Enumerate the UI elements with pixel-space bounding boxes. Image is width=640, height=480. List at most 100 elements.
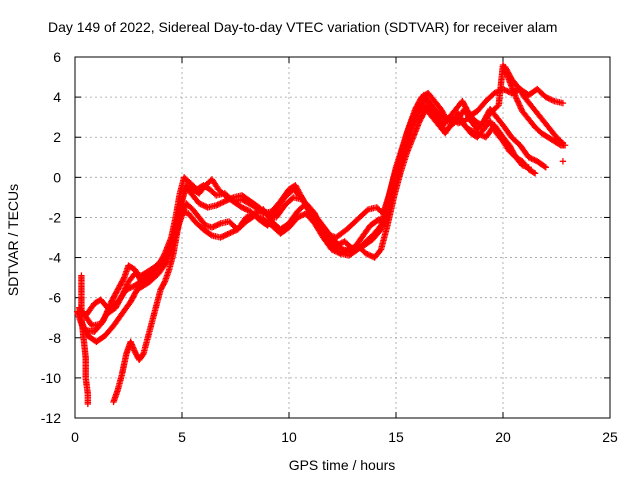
- data-point: [295, 213, 303, 220]
- x-tick-label: 10: [281, 429, 297, 445]
- tick-labels: 0 5 10 15 20 25 -12 -10 -8 -6 -4 -2 0 2 4 6: [41, 49, 618, 445]
- data-point: [531, 156, 538, 164]
- data-point: [150, 264, 158, 271]
- data-point: [364, 251, 371, 258]
- data-point: [221, 198, 228, 205]
- data-point: [240, 204, 247, 212]
- data-point: [331, 247, 338, 255]
- data-point: [559, 140, 567, 147]
- data-point: [215, 200, 223, 208]
- data-point: [217, 200, 224, 207]
- data-point: [201, 202, 209, 210]
- data-point: [243, 206, 250, 213]
- data-point: [207, 231, 214, 238]
- data-point: [241, 205, 248, 212]
- data-point: [545, 95, 552, 102]
- data-point: [542, 164, 549, 171]
- series-7: [501, 63, 567, 147]
- data-point: [528, 155, 535, 162]
- data-point: [504, 87, 511, 95]
- data-point: [214, 201, 221, 208]
- x-tick-label: 15: [388, 429, 404, 445]
- data-point: [491, 89, 498, 97]
- y-tick-label: -2: [49, 209, 62, 225]
- data-point: [330, 247, 337, 254]
- chart-title: Day 149 of 2022, Sidereal Day-to-day VTE…: [48, 19, 557, 35]
- data-point: [120, 275, 127, 283]
- data-point: [221, 232, 228, 239]
- data-point: [328, 246, 335, 253]
- data-point: [529, 156, 537, 163]
- x-tick-label: 0: [71, 429, 79, 445]
- x-tick-label: 5: [178, 429, 186, 445]
- data-point: [220, 198, 227, 206]
- data-point: [128, 283, 136, 291]
- data-point: [217, 234, 224, 241]
- data-point: [227, 229, 234, 237]
- data-point: [526, 154, 534, 162]
- data-point: [214, 221, 221, 228]
- data-point: [225, 230, 233, 237]
- data-point: [334, 249, 341, 256]
- data-point: [332, 248, 340, 255]
- data-point: [218, 233, 226, 241]
- data-point: [218, 199, 226, 206]
- data-point: [531, 170, 539, 177]
- data-point: [549, 97, 557, 104]
- data-point: [335, 249, 343, 257]
- data-point: [244, 206, 251, 214]
- data-point: [155, 262, 162, 269]
- data-point: [548, 96, 555, 103]
- data-point: [294, 214, 301, 221]
- data-point: [84, 400, 92, 408]
- data-point: [546, 95, 554, 103]
- y-tick-label: -4: [49, 250, 62, 266]
- data-point: [198, 201, 206, 208]
- data-point: [334, 241, 341, 249]
- data-point: [231, 227, 238, 235]
- data-point: [542, 93, 549, 101]
- data-point: [367, 252, 374, 259]
- data-point: [224, 230, 231, 238]
- data-point: [210, 223, 217, 231]
- data-point: [238, 204, 246, 211]
- y-tick-label: -6: [49, 290, 62, 306]
- data-point: [502, 87, 510, 94]
- data-point: [213, 202, 220, 209]
- series-3: [78, 105, 539, 345]
- data-point: [200, 202, 207, 209]
- data-point: [160, 279, 168, 287]
- x-axis-label: GPS time / hours: [289, 457, 396, 473]
- y-tick-label: 2: [53, 129, 61, 145]
- data-point: [156, 261, 164, 269]
- data-point: [139, 351, 146, 359]
- data-point: [197, 200, 204, 208]
- data-point: [297, 212, 304, 220]
- data-point: [255, 208, 263, 215]
- data-point: [365, 251, 373, 259]
- series-8: [559, 158, 567, 165]
- series-6: [78, 272, 92, 408]
- data-point: [362, 250, 370, 257]
- y-tick-label: 0: [53, 169, 61, 185]
- data-point: [298, 212, 306, 219]
- data-point: [195, 200, 203, 207]
- y-tick-label: -12: [41, 410, 61, 426]
- data-point: [332, 242, 340, 249]
- data-point: [228, 228, 236, 236]
- y-tick-label: -10: [41, 370, 61, 386]
- y-tick-label: 6: [53, 49, 61, 65]
- data-point: [337, 240, 344, 247]
- data-point: [153, 263, 161, 270]
- y-tick-label: 4: [53, 89, 61, 105]
- data-point: [213, 222, 220, 229]
- x-tick-label: 25: [602, 429, 618, 445]
- data-point: [211, 222, 219, 230]
- plot-frame: [74, 56, 611, 419]
- data-point: [525, 154, 532, 161]
- data-point: [530, 169, 538, 176]
- y-tick-label: -8: [49, 330, 62, 346]
- y-axis-label: SDTVAR / TECUs: [5, 184, 21, 296]
- ticks: [74, 56, 611, 419]
